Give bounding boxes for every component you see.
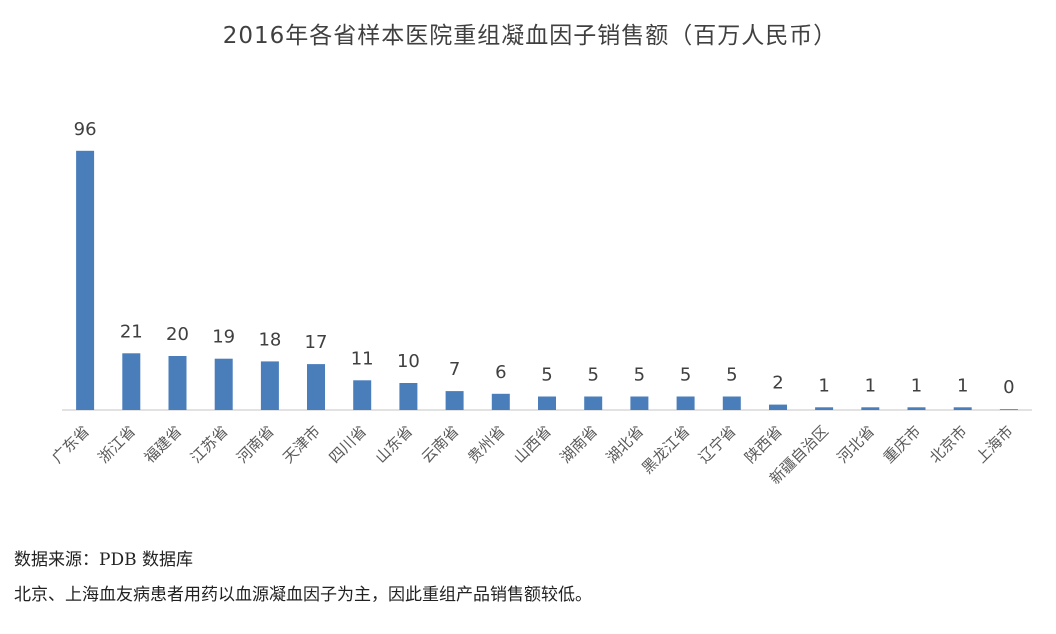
data-label: 20 bbox=[166, 324, 189, 345]
bar bbox=[999, 409, 1018, 410]
x-tick-label: 陕西省 bbox=[741, 422, 786, 467]
data-label: 7 bbox=[449, 359, 460, 380]
x-tick-label: 江苏省 bbox=[187, 422, 232, 467]
x-tick-label: 河南省 bbox=[233, 422, 278, 467]
bar bbox=[353, 380, 372, 410]
x-tick-labels-group: 广东省 浙江省 福建省 江苏省 河南省 天津市 四川省 山东省 云南省 贵州省 山西省 湖南省 湖北省黑… bbox=[48, 422, 1016, 488]
data-label: 18 bbox=[258, 329, 281, 350]
source-note: 数据来源：PDB 数据库 bbox=[14, 550, 193, 570]
data-label: 5 bbox=[726, 365, 737, 386]
x-tick-label: 辽宁省 bbox=[695, 422, 740, 467]
data-label: 10 bbox=[397, 351, 420, 372]
x-tick-label: 浙江省 bbox=[95, 422, 140, 467]
bar bbox=[122, 353, 141, 410]
bar bbox=[584, 396, 603, 410]
bar bbox=[538, 396, 556, 410]
data-label: 1 bbox=[957, 375, 968, 396]
data-label: 0 bbox=[1003, 377, 1014, 398]
data-label: 1 bbox=[818, 375, 829, 396]
x-tick-label: 广东省 bbox=[48, 422, 93, 467]
bar bbox=[630, 396, 649, 410]
data-label: 5 bbox=[634, 365, 645, 386]
bar bbox=[168, 356, 187, 410]
bar bbox=[76, 150, 95, 411]
x-tick-label: 福建省 bbox=[141, 422, 186, 467]
x-tick-label: 北京市 bbox=[926, 422, 971, 467]
bar bbox=[307, 364, 325, 410]
bar bbox=[953, 407, 972, 410]
data-label: 1 bbox=[865, 375, 876, 396]
chart-title: 2016年各省样本医院重组凝血因子销售额（百万人民币） bbox=[223, 23, 838, 49]
bar bbox=[815, 407, 834, 410]
bars-group bbox=[76, 150, 1018, 411]
x-tick-label: 重庆市 bbox=[880, 422, 925, 467]
bar bbox=[769, 404, 787, 410]
bar bbox=[861, 407, 880, 410]
x-tick-label: 山东省 bbox=[372, 422, 417, 467]
data-label: 19 bbox=[212, 327, 235, 348]
bar bbox=[491, 393, 510, 410]
x-tick-label: 天津市 bbox=[279, 422, 324, 467]
x-tick-label: 山西省 bbox=[510, 422, 555, 467]
data-label: 21 bbox=[120, 321, 143, 342]
bar bbox=[399, 383, 418, 410]
x-tick-label: 四川省 bbox=[325, 422, 370, 467]
x-tick-label: 云南省 bbox=[418, 422, 463, 467]
x-tick-label: 贵州省 bbox=[464, 422, 509, 467]
remark-note: 北京、上海血友病患者用药以血源凝血因子为主，因此重组产品销售额较低。 bbox=[14, 585, 592, 605]
bar bbox=[907, 407, 926, 410]
bar bbox=[445, 391, 464, 410]
data-label: 17 bbox=[305, 332, 328, 353]
data-label: 1 bbox=[911, 375, 922, 396]
data-label: 5 bbox=[541, 365, 552, 386]
bar bbox=[722, 396, 741, 410]
bar bbox=[676, 396, 695, 410]
x-tick-label: 湖南省 bbox=[556, 422, 601, 467]
x-tick-label: 黑龙江省 bbox=[638, 422, 693, 477]
bar bbox=[214, 358, 233, 410]
x-tick-label: 湖北省 bbox=[603, 422, 648, 467]
data-label: 2 bbox=[772, 373, 783, 394]
bar bbox=[260, 361, 279, 410]
x-tick-label: 河北省 bbox=[834, 422, 879, 467]
x-tick-label: 上海市 bbox=[972, 422, 1017, 467]
data-label: 5 bbox=[680, 365, 691, 386]
data-label: 5 bbox=[587, 365, 598, 386]
data-label: 6 bbox=[495, 362, 506, 383]
data-label: 96 bbox=[74, 119, 97, 140]
data-label: 11 bbox=[351, 348, 374, 369]
